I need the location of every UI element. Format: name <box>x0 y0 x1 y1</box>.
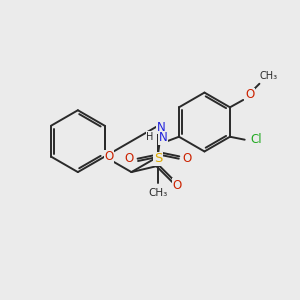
Text: O: O <box>125 152 134 165</box>
Text: S: S <box>154 152 162 165</box>
Text: O: O <box>104 150 114 163</box>
Text: Cl: Cl <box>250 133 262 146</box>
Text: N: N <box>157 121 166 134</box>
Text: O: O <box>182 152 192 165</box>
Text: O: O <box>245 88 254 101</box>
Text: CH₃: CH₃ <box>148 188 168 197</box>
Text: O: O <box>172 179 182 192</box>
Text: H: H <box>146 132 154 142</box>
Text: CH₃: CH₃ <box>260 70 278 80</box>
Text: N: N <box>158 131 167 144</box>
